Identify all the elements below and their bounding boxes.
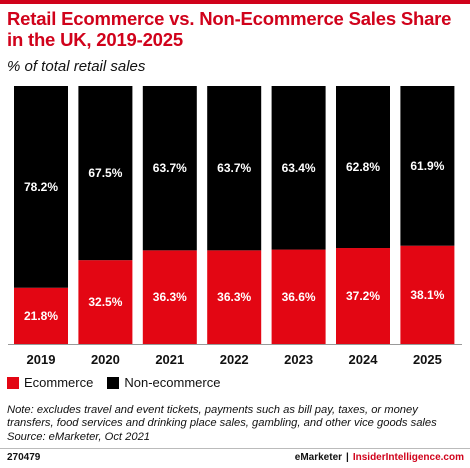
- bar-ecommerce-2025: [400, 245, 455, 344]
- bar-non-ecommerce-2025: [400, 86, 455, 246]
- bar-ecommerce-2020: [78, 260, 133, 344]
- data-label-ecommerce-2025: 38.1%: [410, 288, 444, 302]
- legend-swatch-ecommerce: [7, 376, 19, 389]
- data-label-non-ecommerce-2019: 78.2%: [24, 180, 58, 194]
- bar-non-ecommerce-2020: [78, 86, 133, 261]
- data-label-non-ecommerce-2021: 63.7%: [153, 161, 187, 175]
- data-label-ecommerce-2019: 21.8%: [24, 309, 58, 323]
- brand-name: eMarketer: [294, 452, 343, 463]
- bar-ecommerce-2019: [14, 287, 68, 344]
- data-label-ecommerce-2020: 32.5%: [88, 295, 122, 309]
- bar-non-ecommerce-2023: [271, 86, 326, 250]
- brand-site: InsiderIntelligence.com: [352, 452, 464, 463]
- chart-subtitle: % of total retail sales: [7, 58, 146, 75]
- bar-non-ecommerce-2019: [14, 86, 68, 288]
- legend-swatch-non-ecommerce: [107, 376, 120, 389]
- data-label-non-ecommerce-2024: 62.8%: [346, 160, 380, 174]
- chart-notes: Note: excludes travel and event tickets,…: [7, 404, 465, 444]
- bar-non-ecommerce-2021: [142, 86, 197, 251]
- x-tick-label-2023: 2023: [284, 352, 313, 367]
- data-label-ecommerce-2024: 37.2%: [346, 289, 380, 303]
- data-label-ecommerce-2022: 36.3%: [217, 290, 251, 304]
- x-tick-label-2022: 2022: [220, 352, 249, 367]
- chart-title: Retail Ecommerce vs. Non-Ecommerce Sales…: [7, 8, 452, 50]
- data-label-ecommerce-2021: 36.3%: [153, 290, 187, 304]
- chart-id: 270479: [7, 452, 41, 463]
- x-tick-label-2019: 2019: [27, 352, 56, 367]
- bar-ecommerce-2021: [142, 250, 197, 344]
- x-tick-label-2024: 2024: [349, 352, 379, 367]
- legend-label-ecommerce: Ecommerce: [24, 375, 94, 390]
- bar-non-ecommerce-2024: [336, 86, 390, 249]
- legend-label-non-ecommerce: Non-ecommerce: [124, 375, 221, 390]
- data-label-non-ecommerce-2020: 67.5%: [88, 166, 122, 180]
- source-text: Source: eMarketer, Oct 2021: [7, 430, 151, 443]
- footer-brand: eMarketer | InsiderIntelligence.com: [295, 452, 464, 463]
- note-text: Note: excludes travel and event tickets,…: [7, 404, 437, 430]
- x-tick-label-2021: 2021: [155, 352, 184, 367]
- stacked-bar-chart: 21.8% 78.2% 2019 32.5% 67.5% 2020 36.3% 63.7% 20…: [8, 86, 462, 367]
- data-label-non-ecommerce-2023: 63.4%: [282, 161, 316, 175]
- bar-ecommerce-2022: [207, 250, 262, 344]
- data-label-non-ecommerce-2022: 63.7%: [217, 161, 251, 175]
- bar-ecommerce-2024: [336, 248, 390, 344]
- top-accent-rule: [0, 0, 470, 4]
- data-label-ecommerce-2023: 36.6%: [282, 290, 316, 304]
- footer-divider: [0, 448, 470, 449]
- brand-separator: |: [346, 452, 349, 463]
- legend-item-non-ecommerce: Non-ecommerce: [107, 375, 220, 390]
- x-tick-label-2025: 2025: [413, 352, 442, 367]
- legend-item-ecommerce: Ecommerce: [7, 375, 93, 390]
- legend: Ecommerce Non-ecommerce: [7, 375, 220, 390]
- bar-ecommerce-2023: [271, 249, 326, 344]
- bar-non-ecommerce-2022: [207, 86, 262, 251]
- x-tick-label-2020: 2020: [91, 352, 120, 367]
- data-label-non-ecommerce-2025: 61.9%: [410, 159, 444, 173]
